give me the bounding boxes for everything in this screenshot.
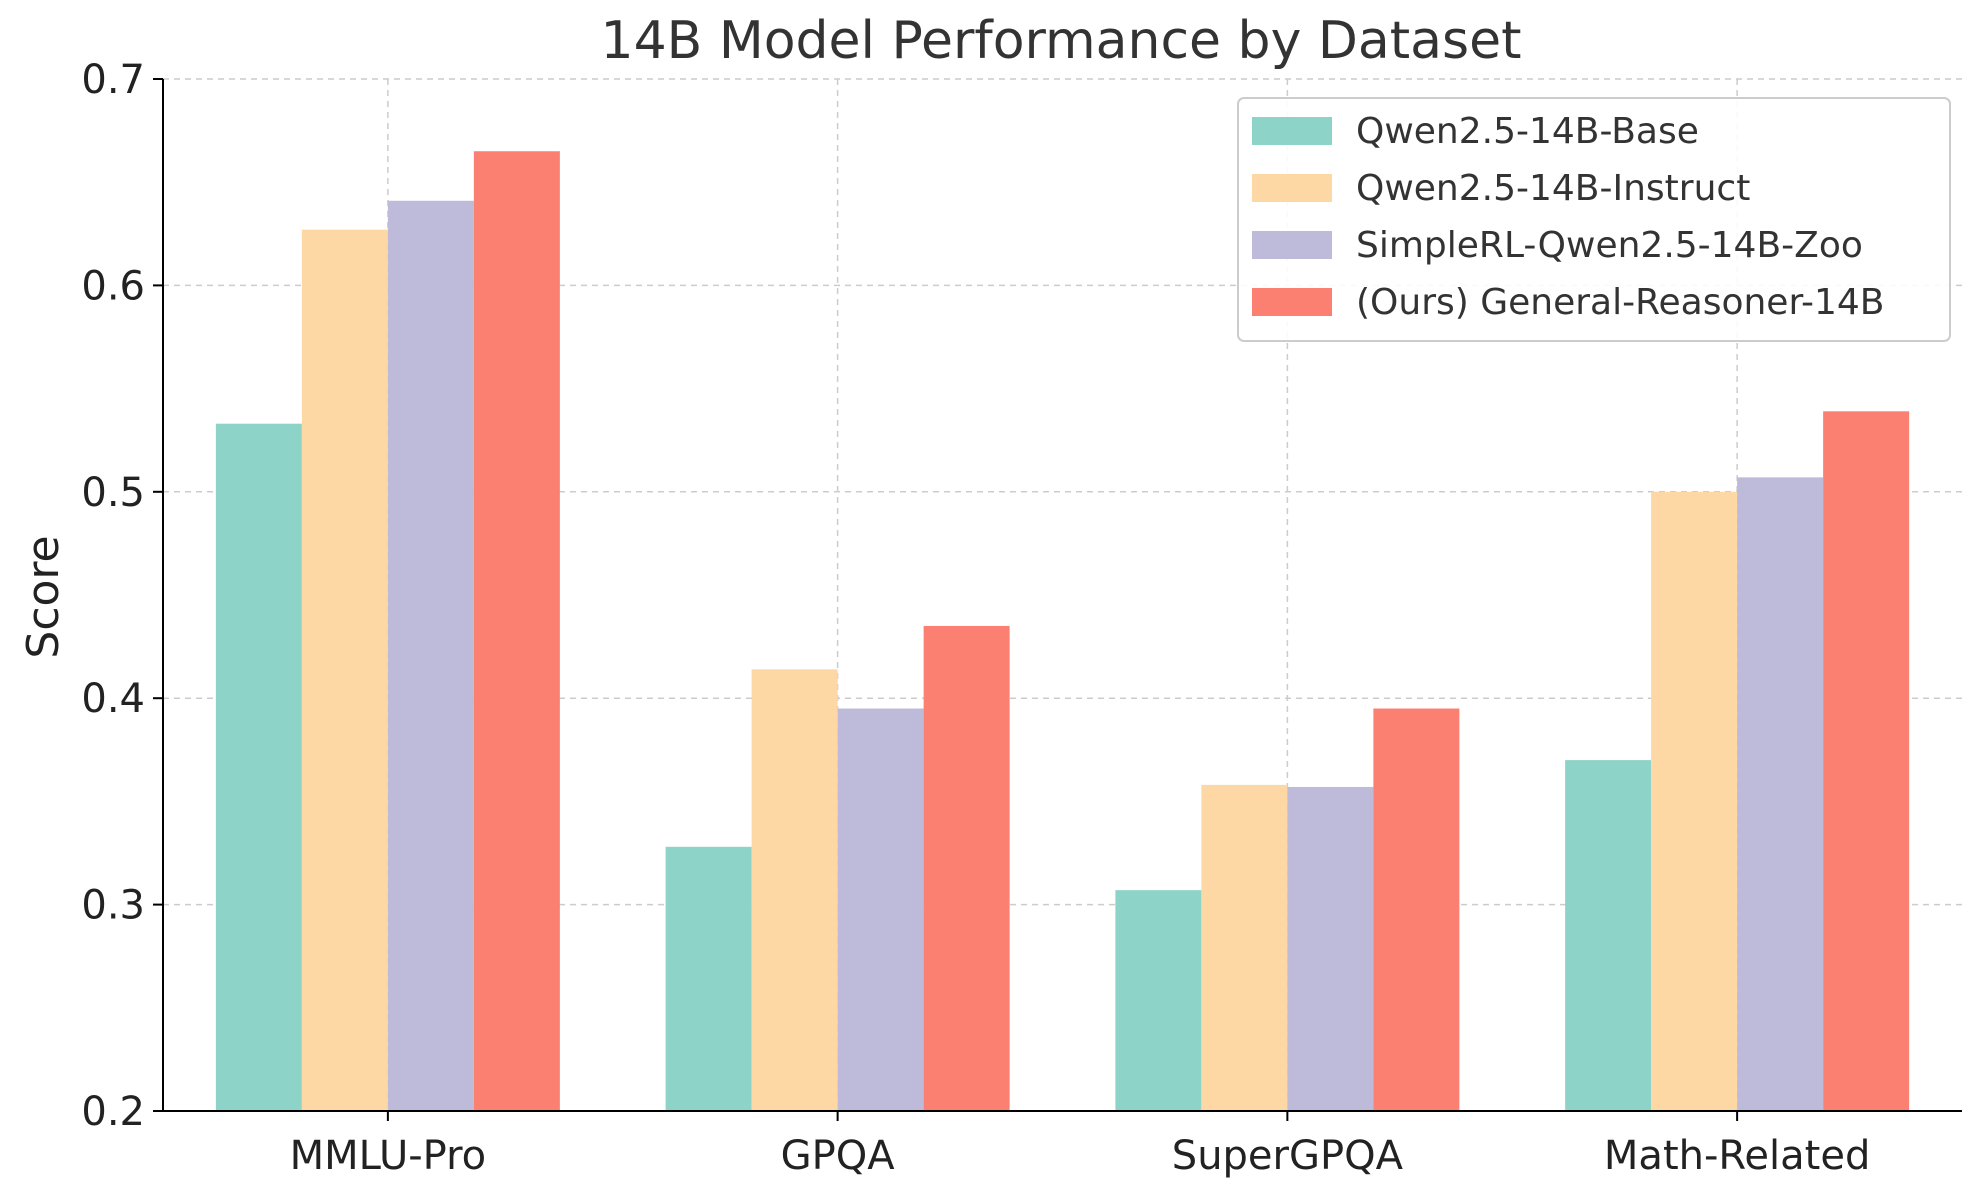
legend: Qwen2.5-14B-Base Qwen2.5-14B-Instruct Simp…: [1237, 97, 1951, 342]
bar: [387, 200, 474, 1111]
x-tick-label: SuperGPQA: [1172, 1133, 1404, 1179]
bar: [1373, 708, 1460, 1111]
legend-box: [1237, 97, 1951, 342]
bar: [923, 625, 1010, 1111]
bar: [1201, 784, 1288, 1111]
x-tick-labels: MMLU-Pro GPQA SuperGPQA Math-Related: [290, 1133, 1871, 1179]
x-tick-label: Math-Related: [1604, 1133, 1870, 1179]
legend-swatch: [1252, 231, 1332, 259]
y-tick-label: 0.2: [81, 1089, 145, 1135]
legend-swatch: [1252, 174, 1332, 202]
y-axis-label: Score: [18, 535, 69, 658]
bar: [301, 229, 388, 1111]
bar: [1823, 411, 1910, 1112]
y-tick-label: 0.3: [81, 883, 145, 929]
bar: [1115, 890, 1202, 1111]
bar: [665, 846, 752, 1111]
x-tick-label: MMLU-Pro: [290, 1133, 486, 1179]
x-tick-label: GPQA: [781, 1133, 896, 1179]
bar: [1737, 477, 1824, 1111]
legend-label: (Ours) General-Reasoner-14B: [1356, 282, 1884, 323]
legend-label: Qwen2.5-14B-Instruct: [1356, 168, 1750, 209]
bar: [473, 151, 560, 1112]
legend-swatch: [1252, 288, 1332, 316]
bar: [751, 669, 838, 1111]
bar: [1287, 786, 1374, 1111]
bar: [837, 708, 924, 1111]
y-tick-label: 0.7: [81, 57, 145, 103]
y-tick-labels: 0.2 0.3 0.4 0.5 0.6 0.7: [81, 57, 145, 1135]
y-tick-label: 0.4: [81, 676, 145, 722]
bar: [1565, 760, 1652, 1111]
bars: [215, 151, 1910, 1112]
bar: [1651, 491, 1738, 1111]
legend-label: Qwen2.5-14B-Base: [1356, 111, 1699, 152]
legend-swatch: [1252, 117, 1332, 145]
axes: [153, 78, 1962, 1121]
y-tick-label: 0.5: [81, 470, 145, 516]
y-tick-label: 0.6: [81, 263, 145, 309]
legend-label: SimpleRL-Qwen2.5-14B-Zoo: [1356, 225, 1863, 266]
chart-title: 14B Model Performance by Dataset: [600, 11, 1521, 71]
bar: [215, 423, 302, 1111]
